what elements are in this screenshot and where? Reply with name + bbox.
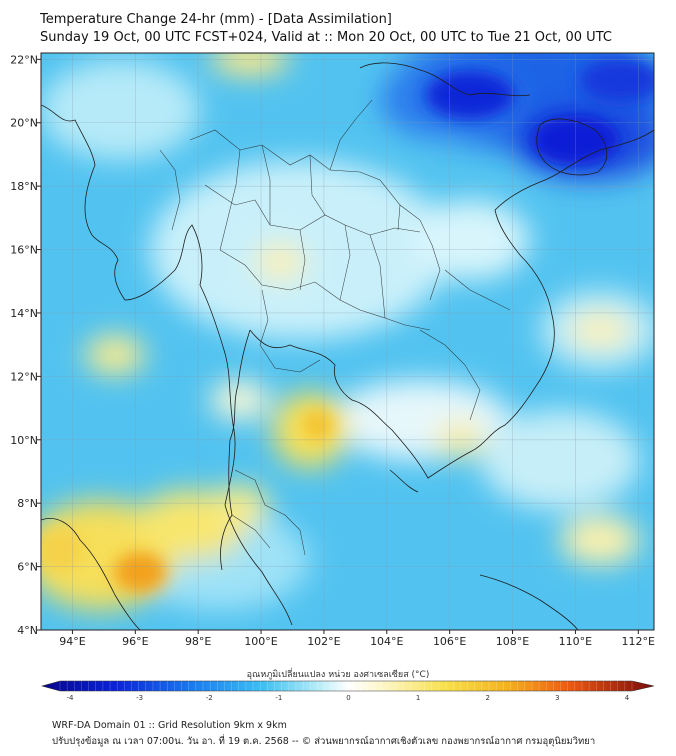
lon-tick-label: 110°E [559,635,592,648]
admin-borders [159,99,511,556]
lon-tick-label: 98°E [185,635,211,648]
temperature-field [41,53,654,630]
footer-model-info: WRF-DA Domain 01 :: Grid Resolution 9km … [52,720,287,731]
lat-tick-label: 12°N [10,370,38,383]
colorbar-tick-label: -2 [206,694,213,700]
lon-tick-label: 94°E [59,635,85,648]
coastlines [41,62,654,630]
lat-tick-label: 16°N [10,244,38,257]
colorbar-tick-label: 3 [555,694,559,700]
footer-credit: ปรับปรุงข้อมูล ณ เวลา 07:00น. วัน อา. ที… [52,736,596,747]
lon-tick-label: 96°E [122,635,148,648]
longitude-ticks: 94°E 96°E 98°E 100°E 102°E 104°E 106°E 108°E 110… [59,630,655,648]
lon-tick-label: 108°E [496,635,529,648]
lat-tick-label: 4°N [17,624,38,637]
lon-tick-label: 106°E [433,635,466,648]
lat-tick-label: 14°N [10,307,38,320]
lat-tick-label: 6°N [17,561,38,574]
lat-tick-label: 8°N [17,497,38,510]
colorbar: -4 -3 -2 -1 0 1 2 3 4 [40,680,655,700]
lat-tick-label: 20°N [10,117,38,130]
colorbar-tick-label: -4 [67,694,75,700]
map-frame [40,52,655,631]
colorbar-tick-label: 0 [346,694,350,700]
latitude-ticks: 22°N 20°N 18°N 16°N 14°N 12°N 10°N 8°N 6°N 4°N [10,53,41,637]
colorbar-tick-label: 2 [486,694,490,700]
colorbar-tick-label: -3 [136,694,143,700]
colorbar-tick-label: 4 [625,694,630,700]
forecast-map: 94°E 96°E 98°E 100°E 102°E 104°E 106°E 108°E 110… [10,52,655,700]
map-subtitle: Sunday 19 Oct, 00 UTC FCST+024, Valid at… [40,30,612,45]
map-title: Temperature Change 24-hr (mm) - [Data As… [40,12,392,27]
lat-tick-label: 10°N [10,434,38,447]
lon-tick-label: 100°E [244,635,277,648]
lon-tick-label: 102°E [307,635,340,648]
colorbar-tick-label: 1 [416,694,420,700]
lon-tick-label: 104°E [370,635,403,648]
colorbar-label: อุณหภูมิเปลี่ยนแปลง หน่วย องศาเซลเซียส (… [246,670,430,680]
colorbar-tick-label: -1 [275,694,282,700]
lat-tick-label: 18°N [10,180,38,193]
lon-tick-label: 112°E [622,635,655,648]
lat-tick-label: 22°N [10,53,38,66]
